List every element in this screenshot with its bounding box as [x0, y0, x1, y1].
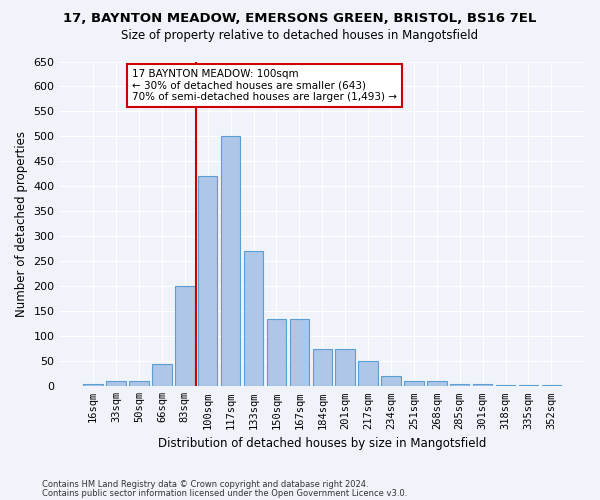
Bar [404, 382, 424, 386]
Bar [83, 384, 103, 386]
Bar [129, 382, 149, 386]
Bar [290, 319, 309, 386]
Bar [198, 176, 217, 386]
Bar [152, 364, 172, 386]
Bar [381, 376, 401, 386]
Text: 17 BAYNTON MEADOW: 100sqm
← 30% of detached houses are smaller (643)
70% of semi: 17 BAYNTON MEADOW: 100sqm ← 30% of detac… [132, 69, 397, 102]
Bar [473, 384, 493, 386]
Bar [427, 382, 446, 386]
Bar [335, 349, 355, 387]
Bar [221, 136, 241, 386]
Text: Contains HM Land Registry data © Crown copyright and database right 2024.: Contains HM Land Registry data © Crown c… [42, 480, 368, 489]
Text: Contains public sector information licensed under the Open Government Licence v3: Contains public sector information licen… [42, 489, 407, 498]
Bar [244, 252, 263, 386]
Bar [358, 362, 378, 386]
Bar [313, 349, 332, 387]
X-axis label: Distribution of detached houses by size in Mangotsfield: Distribution of detached houses by size … [158, 437, 487, 450]
Bar [175, 286, 194, 386]
Bar [450, 384, 469, 386]
Y-axis label: Number of detached properties: Number of detached properties [15, 131, 28, 317]
Text: Size of property relative to detached houses in Mangotsfield: Size of property relative to detached ho… [121, 29, 479, 42]
Bar [106, 382, 126, 386]
Text: 17, BAYNTON MEADOW, EMERSONS GREEN, BRISTOL, BS16 7EL: 17, BAYNTON MEADOW, EMERSONS GREEN, BRIS… [64, 12, 536, 26]
Bar [267, 319, 286, 386]
